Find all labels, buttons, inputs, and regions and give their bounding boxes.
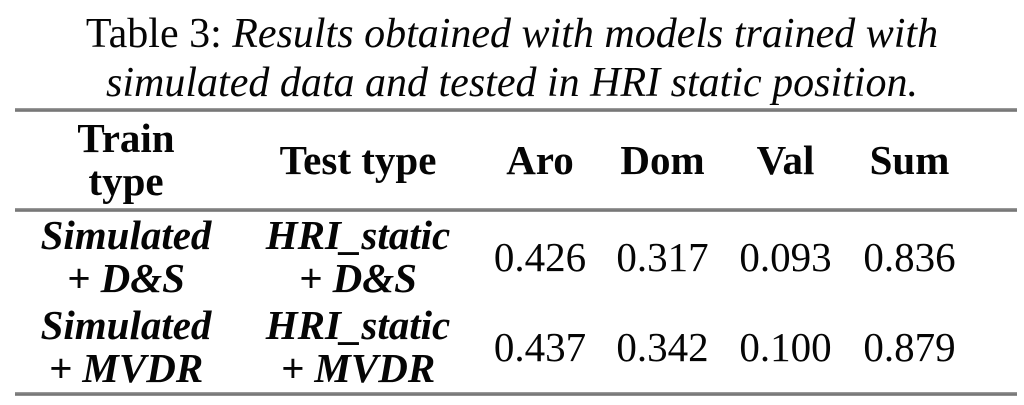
table-caption-text-1: Results obtained with models trained wit… [232, 11, 939, 57]
cell-test-type: HRI_static + D&S [265, 211, 451, 302]
cell-aro-value: 0.426 [493, 233, 587, 280]
table-header-row: Train type Test type Aro Dom Val Sum [15, 112, 1017, 208]
results-table: Train type Test type Aro Dom Val Sum Sim… [15, 108, 1017, 397]
cell-aro-value: 0.437 [493, 323, 587, 370]
cell-test-type: HRI_static + MVDR [265, 301, 451, 392]
table-caption-line-2: simulated data and tested in HRI static … [106, 60, 918, 107]
table-caption-label: Table 3: [85, 11, 222, 57]
table-bottom-rule [15, 392, 1017, 397]
cell-dom-value: 0.317 [616, 233, 709, 280]
table-caption-line-1: Table 3: Results obtained with models tr… [0, 10, 1024, 59]
header-train-type: Train type [77, 114, 175, 205]
header-val: Val [756, 136, 815, 183]
cell-train-type: Simulated + MVDR [40, 301, 212, 392]
cell-train-type: Simulated + D&S [40, 211, 212, 302]
cell-val-value: 0.100 [739, 323, 832, 370]
cell-sum-value: 0.879 [863, 323, 956, 370]
cell-sum-value: 0.836 [863, 233, 956, 280]
table-caption: Table 3: Results obtained with models tr… [0, 0, 1024, 108]
table-header-rule [15, 208, 1017, 213]
header-dom: Dom [620, 136, 705, 183]
table-row: Simulated + MVDR HRI_static + MVDR 0.437… [15, 302, 1017, 392]
table-top-rule [15, 108, 1017, 113]
cell-dom-value: 0.342 [616, 323, 709, 370]
header-sum: Sum [869, 136, 950, 183]
header-aro: Aro [506, 136, 574, 183]
table-row: Simulated + D&S HRI_static + D&S 0.426 0… [15, 212, 1017, 302]
cell-val-value: 0.093 [739, 233, 832, 280]
header-test-type: Test type [279, 136, 437, 183]
